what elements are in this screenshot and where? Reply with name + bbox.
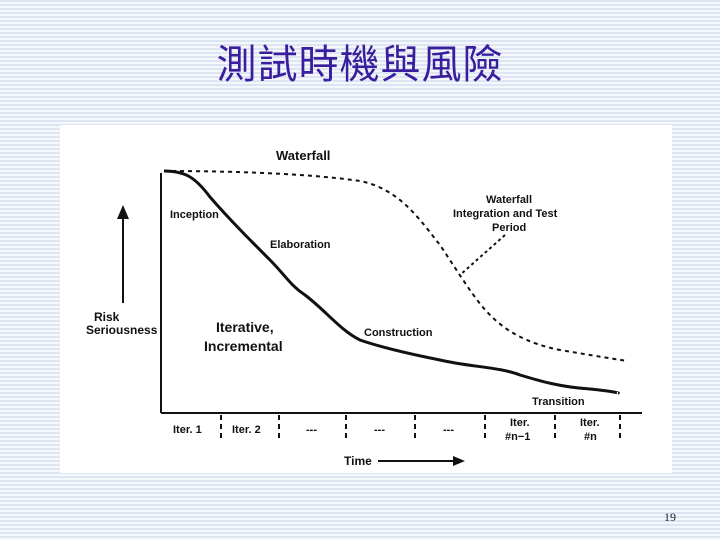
iteration-label-6-line-1: Iter.	[510, 417, 530, 429]
iteration-label-6-line-2: #n−1	[505, 431, 530, 443]
construction-label: Construction	[364, 327, 433, 339]
waterfall-test-pointer	[459, 234, 506, 276]
page-number: 19	[664, 510, 676, 524]
waterfall-test-label-1: Waterfall	[486, 194, 532, 206]
iterative-label-line-2: Incremental	[204, 338, 283, 354]
iterative-label-line-1: Iterative,	[216, 319, 274, 335]
waterfall-label: Waterfall	[276, 148, 330, 163]
slide-title: 測試時機與風險	[216, 42, 504, 88]
waterfall-curve	[163, 170, 629, 362]
risk-diagram: Risk Seriousness Waterfall Waterfall Int…	[60, 125, 672, 473]
time-arrow-head	[453, 456, 465, 466]
risk-diagram-svg: Risk Seriousness Waterfall Waterfall Int…	[86, 148, 642, 468]
iteration-dividers	[220, 415, 621, 441]
inception-label: Inception	[170, 209, 219, 221]
iteration-label-7-line-1: Iter.	[580, 417, 600, 429]
waterfall-test-label-2: Integration and Test	[453, 208, 558, 220]
y-axis-label-line-2: Seriousness	[86, 323, 158, 337]
iteration-label-3: ---	[306, 424, 317, 436]
iteration-label-1: Iter. 1	[173, 424, 202, 436]
transition-label: Transition	[532, 396, 585, 408]
x-axis-label: Time	[344, 454, 372, 468]
y-axis-label-line-1: Risk	[94, 310, 120, 324]
iteration-label-2: Iter. 2	[232, 424, 261, 436]
iteration-label-5: ---	[443, 424, 454, 436]
iteration-label-7-line-2: #n	[584, 431, 597, 443]
iteration-label-4: ---	[374, 424, 385, 436]
risk-arrow-head	[117, 205, 129, 219]
iterative-curve	[163, 169, 620, 395]
waterfall-test-label-3: Period	[492, 222, 526, 234]
elaboration-label: Elaboration	[270, 239, 331, 251]
